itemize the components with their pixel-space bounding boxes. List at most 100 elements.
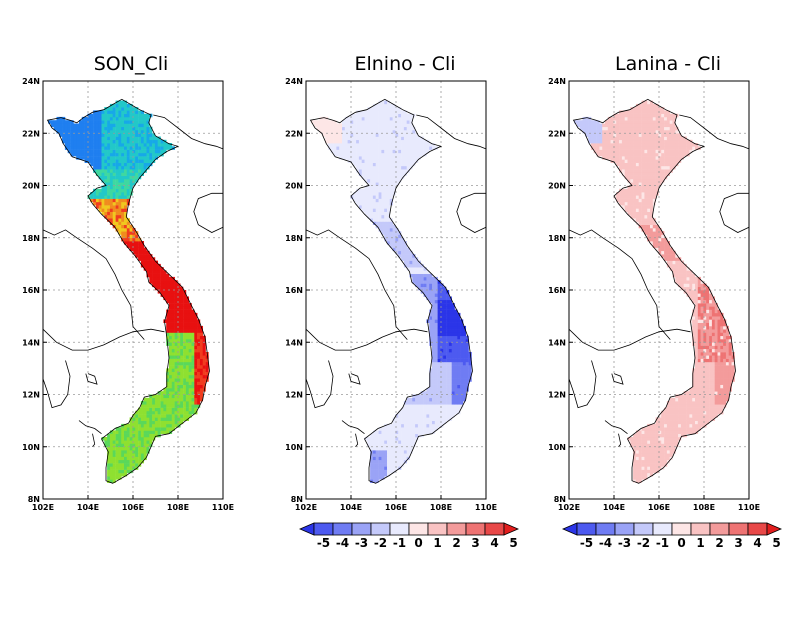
grid-cell [443,391,447,395]
grid-cell [641,169,645,173]
grid-cell [446,384,450,389]
grid-cell [387,175,391,180]
grid-cell [644,453,648,457]
grid-cell [101,201,105,206]
grid-cell [709,309,713,314]
grid-cell [372,107,377,111]
grid-cell [194,345,198,350]
grid-cell [152,423,156,428]
grid-cell [703,345,707,350]
grid-cell [641,172,645,176]
grid-cell [107,130,111,134]
grid-cell [683,283,687,288]
colorbar: -5 -4 -3 -2 -1 0 1 2 3 4 5 [298,522,520,550]
grid-cell [115,221,119,225]
grid-cell [160,270,164,274]
grid-cell [462,339,467,343]
grid-cell [633,156,637,160]
grid-cell [129,241,133,245]
grid-cell [387,162,391,167]
grid-cell [686,430,690,434]
grid-cell [395,120,399,124]
grid-cell [655,463,659,467]
grid-cell [101,211,105,216]
grid-cell [154,286,159,291]
grid-cell [446,397,450,402]
grid-cell [87,149,91,154]
grid-cell [132,162,136,167]
grid-cell [627,172,631,176]
grid-cell [188,303,192,307]
grid-cell [635,218,640,222]
grid-cell [641,443,645,448]
grid-cell [126,149,130,154]
grid-cell [389,466,393,470]
grid-cell [434,286,438,291]
grid-cell [389,159,393,163]
grid-cell [434,417,438,421]
grid-cell [652,192,656,196]
grid-cell [448,342,453,346]
grid-cell [177,397,181,402]
grid-cell [706,401,710,405]
grid-cell [680,276,685,281]
grid-cell [403,113,408,118]
grid-cell [440,316,444,320]
grid-cell [406,113,410,118]
grid-cell [381,185,385,190]
grid-cell [387,208,391,212]
grid-cell [429,339,433,343]
grid-cell [437,365,441,369]
grid-cell [109,149,114,154]
grid-cell [140,417,145,421]
grid-cell [398,463,402,467]
grid-cell [101,116,105,121]
grid-cell [146,450,150,454]
grid-cell [675,401,679,405]
grid-cell [104,443,108,448]
grid-cell [174,355,178,359]
grid-cell [163,423,167,428]
grid-cell [641,182,645,186]
y-tick-label: 18N [285,234,303,243]
grid-cell [104,201,108,206]
grid-cell [381,182,385,186]
grid-cell [121,169,125,173]
grid-cell [714,342,718,346]
grid-cell [723,401,727,405]
grid-cell [115,443,119,448]
grid-cell [443,319,447,323]
grid-cell [381,103,385,108]
grid-cell [194,404,198,408]
grid-cell [395,420,399,425]
grid-cell [140,420,145,425]
grid-cell [675,407,679,412]
grid-cell [437,361,441,366]
grid-cell [126,143,130,147]
grid-cell [183,410,187,415]
grid-cell [398,459,402,464]
grid-cell [426,417,430,421]
grid-cell [720,394,724,399]
grid-cell [124,185,128,190]
grid-cell [126,446,130,451]
grid-cell [633,443,637,448]
grid-cell [199,388,204,392]
grid-cell [714,332,718,337]
grid-cell [686,391,690,395]
grid-cell [403,433,408,438]
grid-cell [183,358,187,363]
grid-cell [166,280,170,284]
grid-cell [118,139,122,144]
grid-cell [177,286,181,291]
grid-cell [635,437,640,441]
grid-cell [149,159,153,163]
grid-cell [166,423,170,428]
grid-cell [146,260,150,265]
grid-cell [692,339,696,343]
grid-cell [695,329,699,333]
grid-cell [384,214,388,219]
grid-cell [700,420,704,425]
grid-cell [143,156,147,160]
grid-cell [621,192,626,196]
